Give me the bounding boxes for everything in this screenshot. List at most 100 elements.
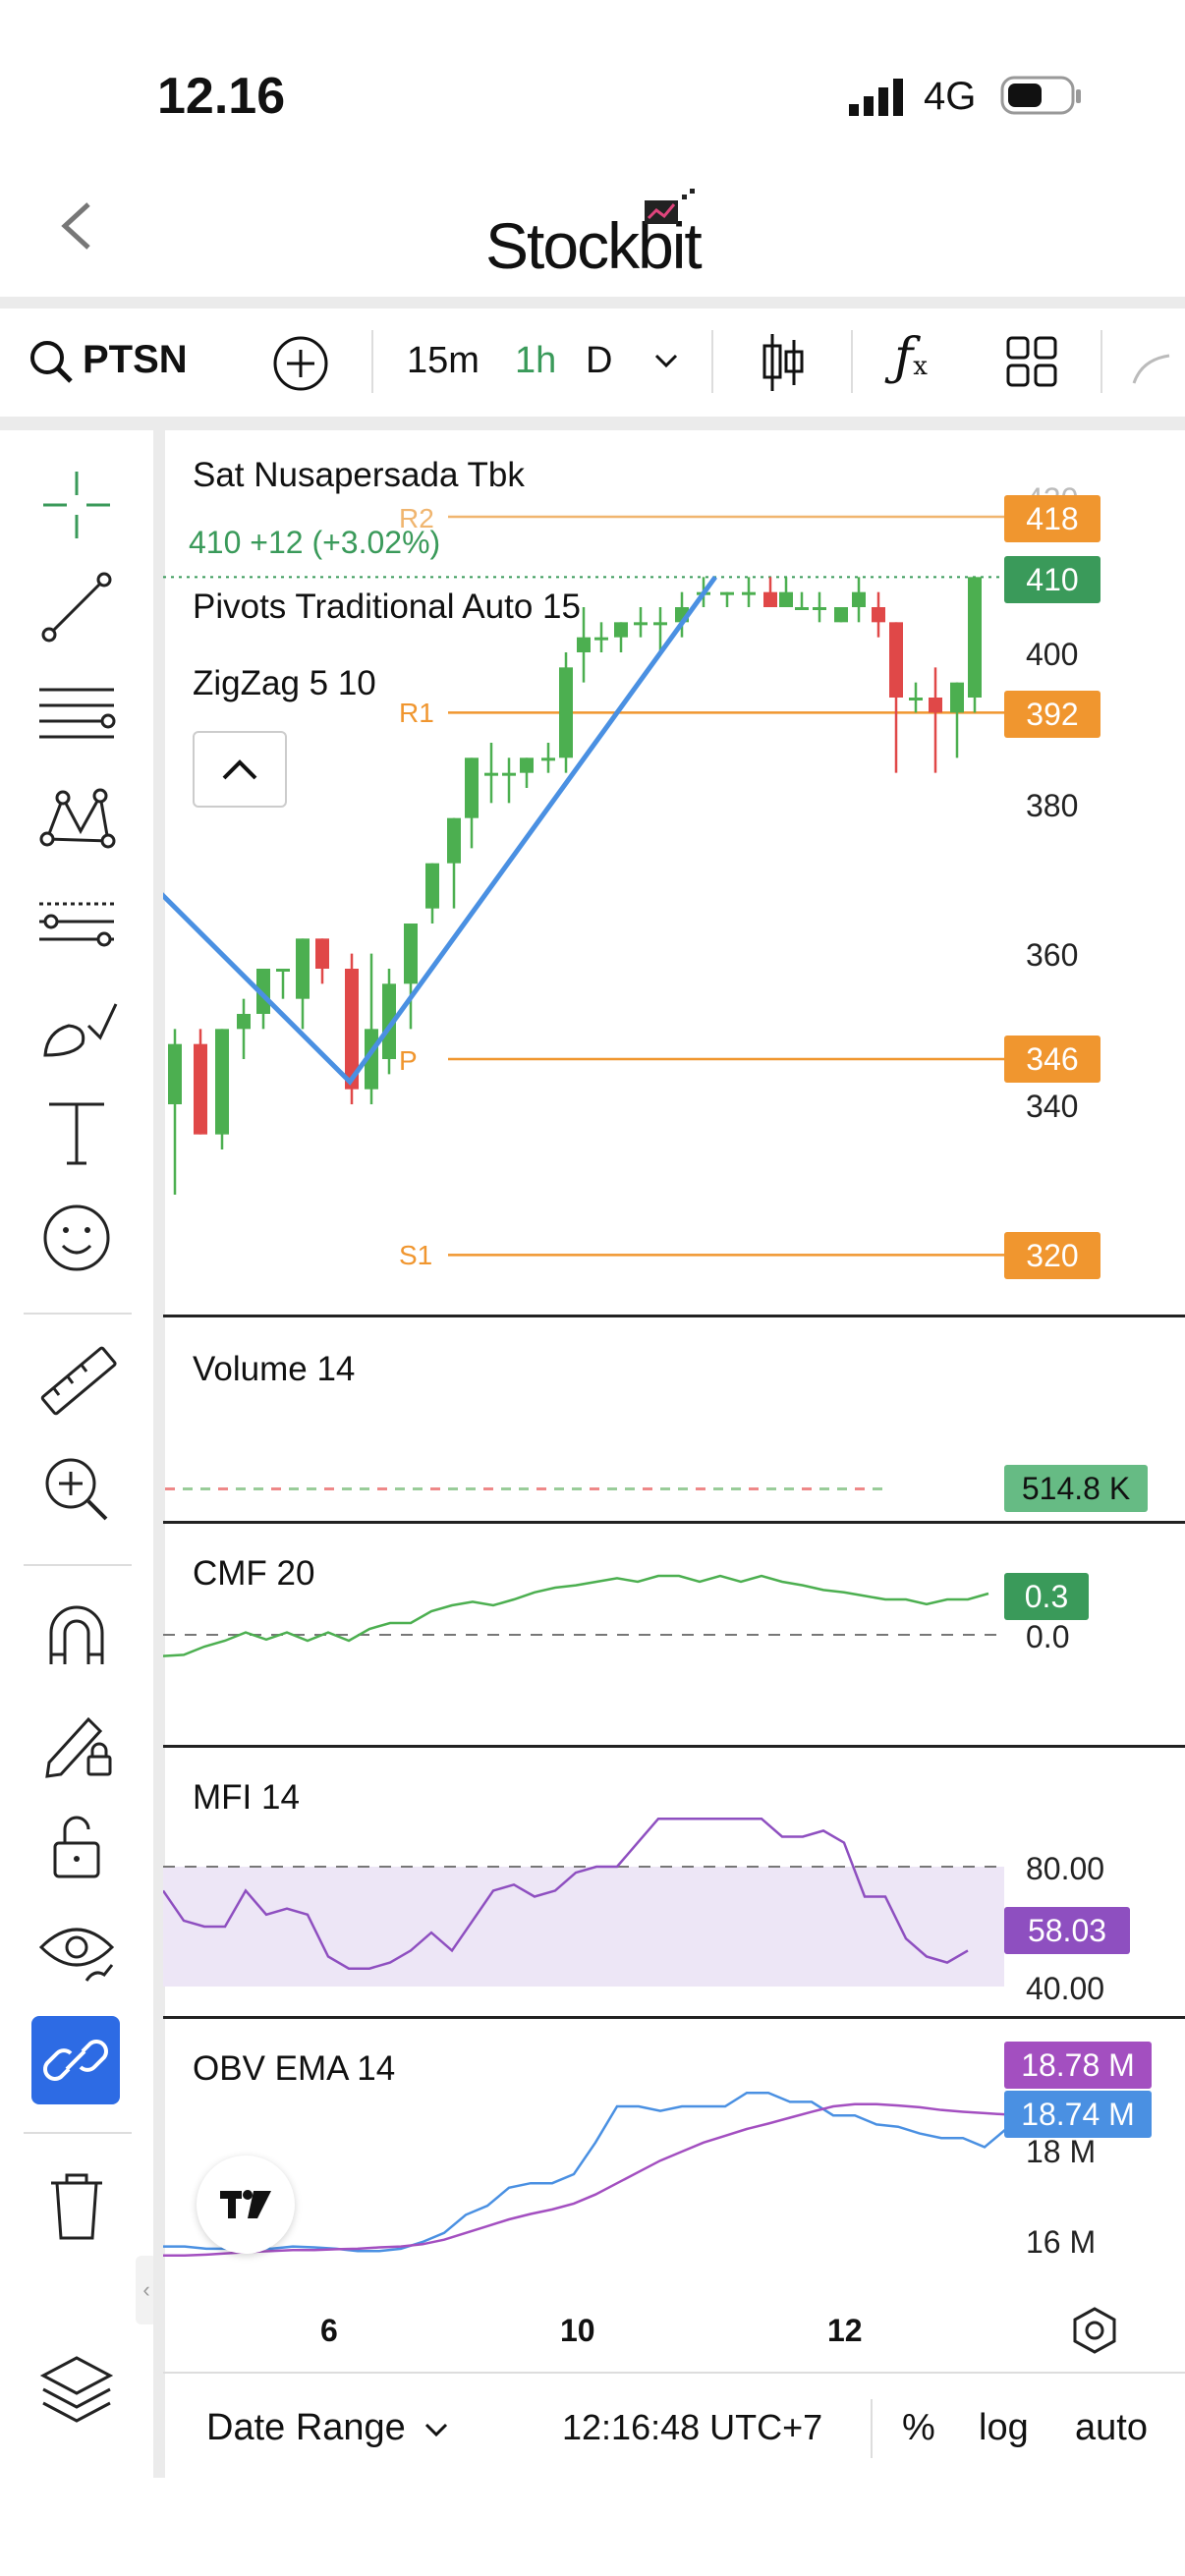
price-tag-p: 346 [1004, 1036, 1100, 1083]
layers-icon[interactable] [29, 2340, 124, 2435]
candle-body [404, 924, 418, 984]
candle-body [168, 1043, 182, 1104]
candle-body [194, 1043, 207, 1135]
collapse-legend-button[interactable] [193, 731, 287, 808]
volume-bar [430, 1487, 440, 1490]
signal-icon [847, 79, 906, 118]
time-axis-label: 6 [320, 2313, 338, 2348]
brush-tool-icon[interactable] [29, 980, 124, 1075]
volume-bar [625, 1487, 635, 1490]
pencil-lock-icon[interactable] [29, 1694, 124, 1788]
candle-body [742, 591, 756, 595]
network-type: 4G [924, 75, 977, 118]
pivot-r2-label: R2 [399, 503, 434, 533]
mfi-band [163, 1867, 1004, 1987]
ruler-icon[interactable] [29, 1334, 124, 1428]
volume-bar [360, 1487, 369, 1490]
candle-body [520, 757, 534, 773]
candle-body [813, 607, 826, 610]
tradingview-logo-icon[interactable] [197, 2156, 295, 2254]
cmf-line [163, 1574, 989, 1657]
time-axis-label: 12 [827, 2313, 863, 2348]
status-time: 12.16 [157, 68, 286, 125]
eye-icon[interactable] [29, 1904, 124, 1998]
volume-bar [483, 1487, 493, 1490]
add-compare-button[interactable] [271, 334, 330, 398]
volume-bar [590, 1487, 599, 1490]
percent-toggle[interactable]: % [902, 2407, 935, 2448]
interval-d[interactable]: D [586, 340, 613, 381]
volume-bar [271, 1487, 281, 1490]
crosshair-icon[interactable] [29, 458, 124, 552]
bottom-bar: Date Range 12:16:48 UTC+7 % log auto [163, 2372, 1185, 2480]
date-range-button[interactable]: Date Range [206, 2407, 449, 2449]
candle-body [763, 591, 777, 607]
mfi-upper-label: 80.00 [1026, 1851, 1105, 1886]
chevron-down-icon [425, 2423, 448, 2437]
collapse-panel-handle[interactable]: ‹ [136, 2256, 157, 2324]
cmf-zero-label: 0.0 [1026, 1619, 1070, 1654]
candle-body [465, 757, 479, 818]
candle-body [852, 591, 866, 607]
volume-bar [501, 1487, 511, 1490]
trash-icon[interactable] [29, 2157, 124, 2252]
chart-title: Sat Nusapersada Tbk [193, 456, 525, 494]
candle-body [256, 969, 270, 1014]
pattern-icon[interactable] [29, 770, 124, 865]
candle-body [345, 969, 359, 1090]
auto-toggle[interactable]: auto [1075, 2407, 1148, 2448]
candle-body [215, 1029, 229, 1135]
price-tag-r1: 392 [1004, 691, 1100, 738]
candle-body [968, 577, 982, 698]
unlock-icon[interactable] [29, 1798, 124, 1892]
pivot-p-label: P [399, 1045, 418, 1076]
emoji-icon[interactable] [29, 1191, 124, 1285]
volume-bar [413, 1487, 423, 1490]
chevron-up-icon [222, 759, 257, 780]
fib-lines-icon[interactable] [29, 666, 124, 760]
volume-label[interactable]: Volume 14 [193, 1350, 356, 1388]
date-range-label: Date Range [206, 2407, 406, 2448]
indicator-zigzag-label[interactable]: ZigZag 5 10 [193, 664, 376, 702]
candle-body [425, 863, 439, 909]
obv-pane [163, 2091, 1007, 2258]
forecast-icon[interactable] [29, 872, 124, 967]
volume-bar [536, 1487, 546, 1490]
brush-icon[interactable] [1130, 348, 1185, 392]
layout-grid-icon[interactable] [1004, 334, 1059, 394]
volume-bar [448, 1487, 458, 1490]
candle-body [929, 698, 942, 713]
log-toggle[interactable]: log [979, 2407, 1029, 2448]
ticker-label[interactable]: PTSN [83, 338, 188, 381]
back-button[interactable] [57, 196, 96, 270]
indicators-icon[interactable]: ƒx [894, 328, 928, 387]
volume-bar [855, 1487, 865, 1490]
magnet-icon[interactable] [29, 1586, 124, 1680]
interval-dropdown-icon[interactable] [652, 352, 680, 376]
interval-1h[interactable]: 1h [515, 340, 557, 381]
drawing-tools-panel: ‹ [0, 430, 157, 2478]
search-icon[interactable] [28, 338, 75, 390]
chart-toolbar: PTSN 15m 1h D ƒx [0, 308, 1185, 417]
candle-type-icon[interactable] [759, 330, 808, 400]
text-tool-icon[interactable] [29, 1085, 124, 1179]
volume-bar [165, 1487, 175, 1490]
obv-label[interactable]: OBV EMA 14 [193, 2049, 396, 2088]
chart-canvas[interactable] [163, 430, 1185, 2372]
link-icon[interactable] [31, 2016, 120, 2104]
cmf-label[interactable]: CMF 20 [193, 1554, 315, 1593]
volume-bar [572, 1487, 582, 1490]
mfi-label[interactable]: MFI 14 [193, 1778, 300, 1817]
candle-body [559, 667, 573, 758]
indicator-pivots-label[interactable]: Pivots Traditional Auto 15 [193, 588, 581, 626]
price-tag-r2: 418 [1004, 495, 1100, 542]
price-axis-label: 400 [1026, 637, 1079, 672]
interval-15m[interactable]: 15m [407, 340, 480, 381]
volume-bar [466, 1487, 476, 1490]
chevron-left-icon [61, 202, 90, 250]
trend-line-icon[interactable] [29, 560, 124, 654]
zoom-in-icon[interactable] [29, 1442, 124, 1537]
volume-bar [395, 1487, 405, 1490]
pivot-r1-label: R1 [399, 698, 434, 728]
chart-settings-icon[interactable] [1069, 2305, 1120, 2361]
